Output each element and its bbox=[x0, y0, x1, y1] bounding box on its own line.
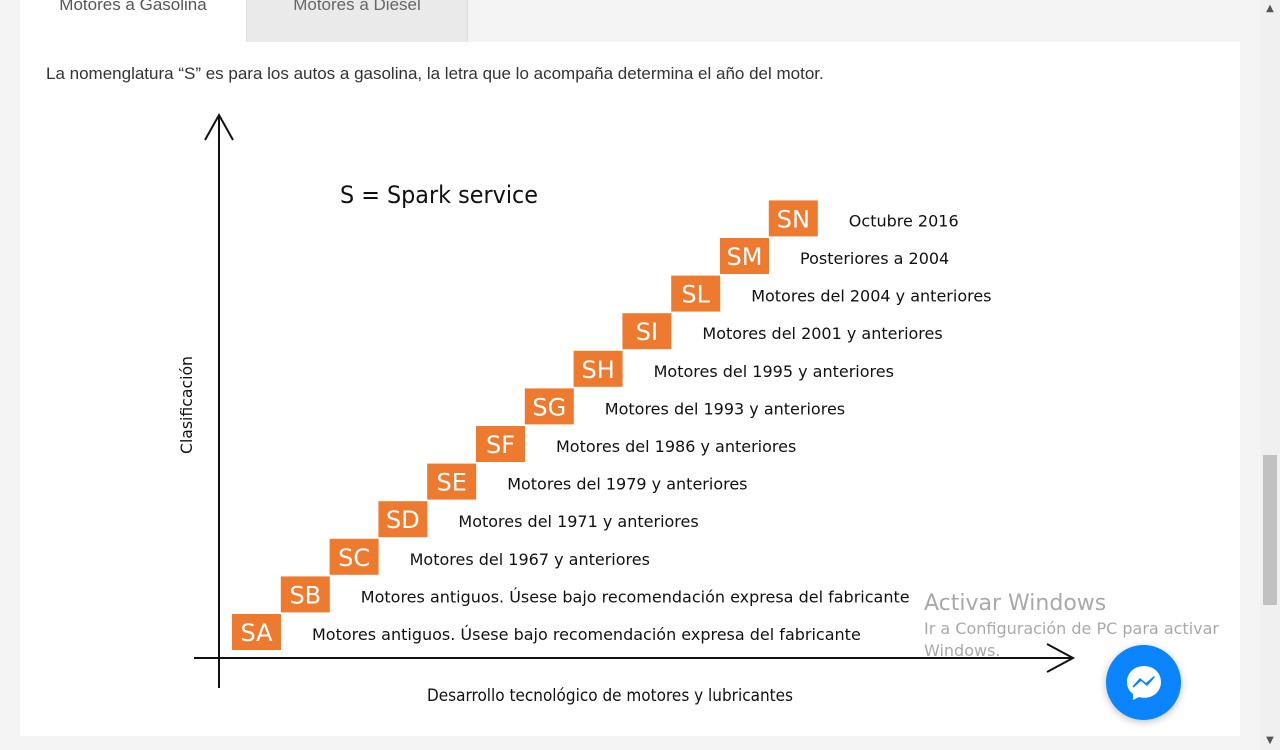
tab-content-panel bbox=[20, 42, 1240, 736]
tab-bar: Motores a Gasolina Motores a Diesel bbox=[20, 0, 1240, 42]
messenger-chat-button[interactable] bbox=[1106, 645, 1181, 720]
page-scrollbar[interactable]: ▲ ▼ bbox=[1260, 0, 1280, 750]
scroll-up-icon[interactable]: ▲ bbox=[1266, 3, 1274, 14]
intro-text: La nomenglatura “S” es para los autos a … bbox=[46, 64, 824, 83]
messenger-icon bbox=[1127, 666, 1161, 700]
tab-motores-diesel[interactable]: Motores a Diesel bbox=[246, 0, 468, 42]
scroll-down-icon[interactable]: ▼ bbox=[1266, 735, 1274, 746]
scroll-thumb[interactable] bbox=[1263, 455, 1277, 605]
tab-motores-gasolina[interactable]: Motores a Gasolina bbox=[20, 0, 246, 42]
